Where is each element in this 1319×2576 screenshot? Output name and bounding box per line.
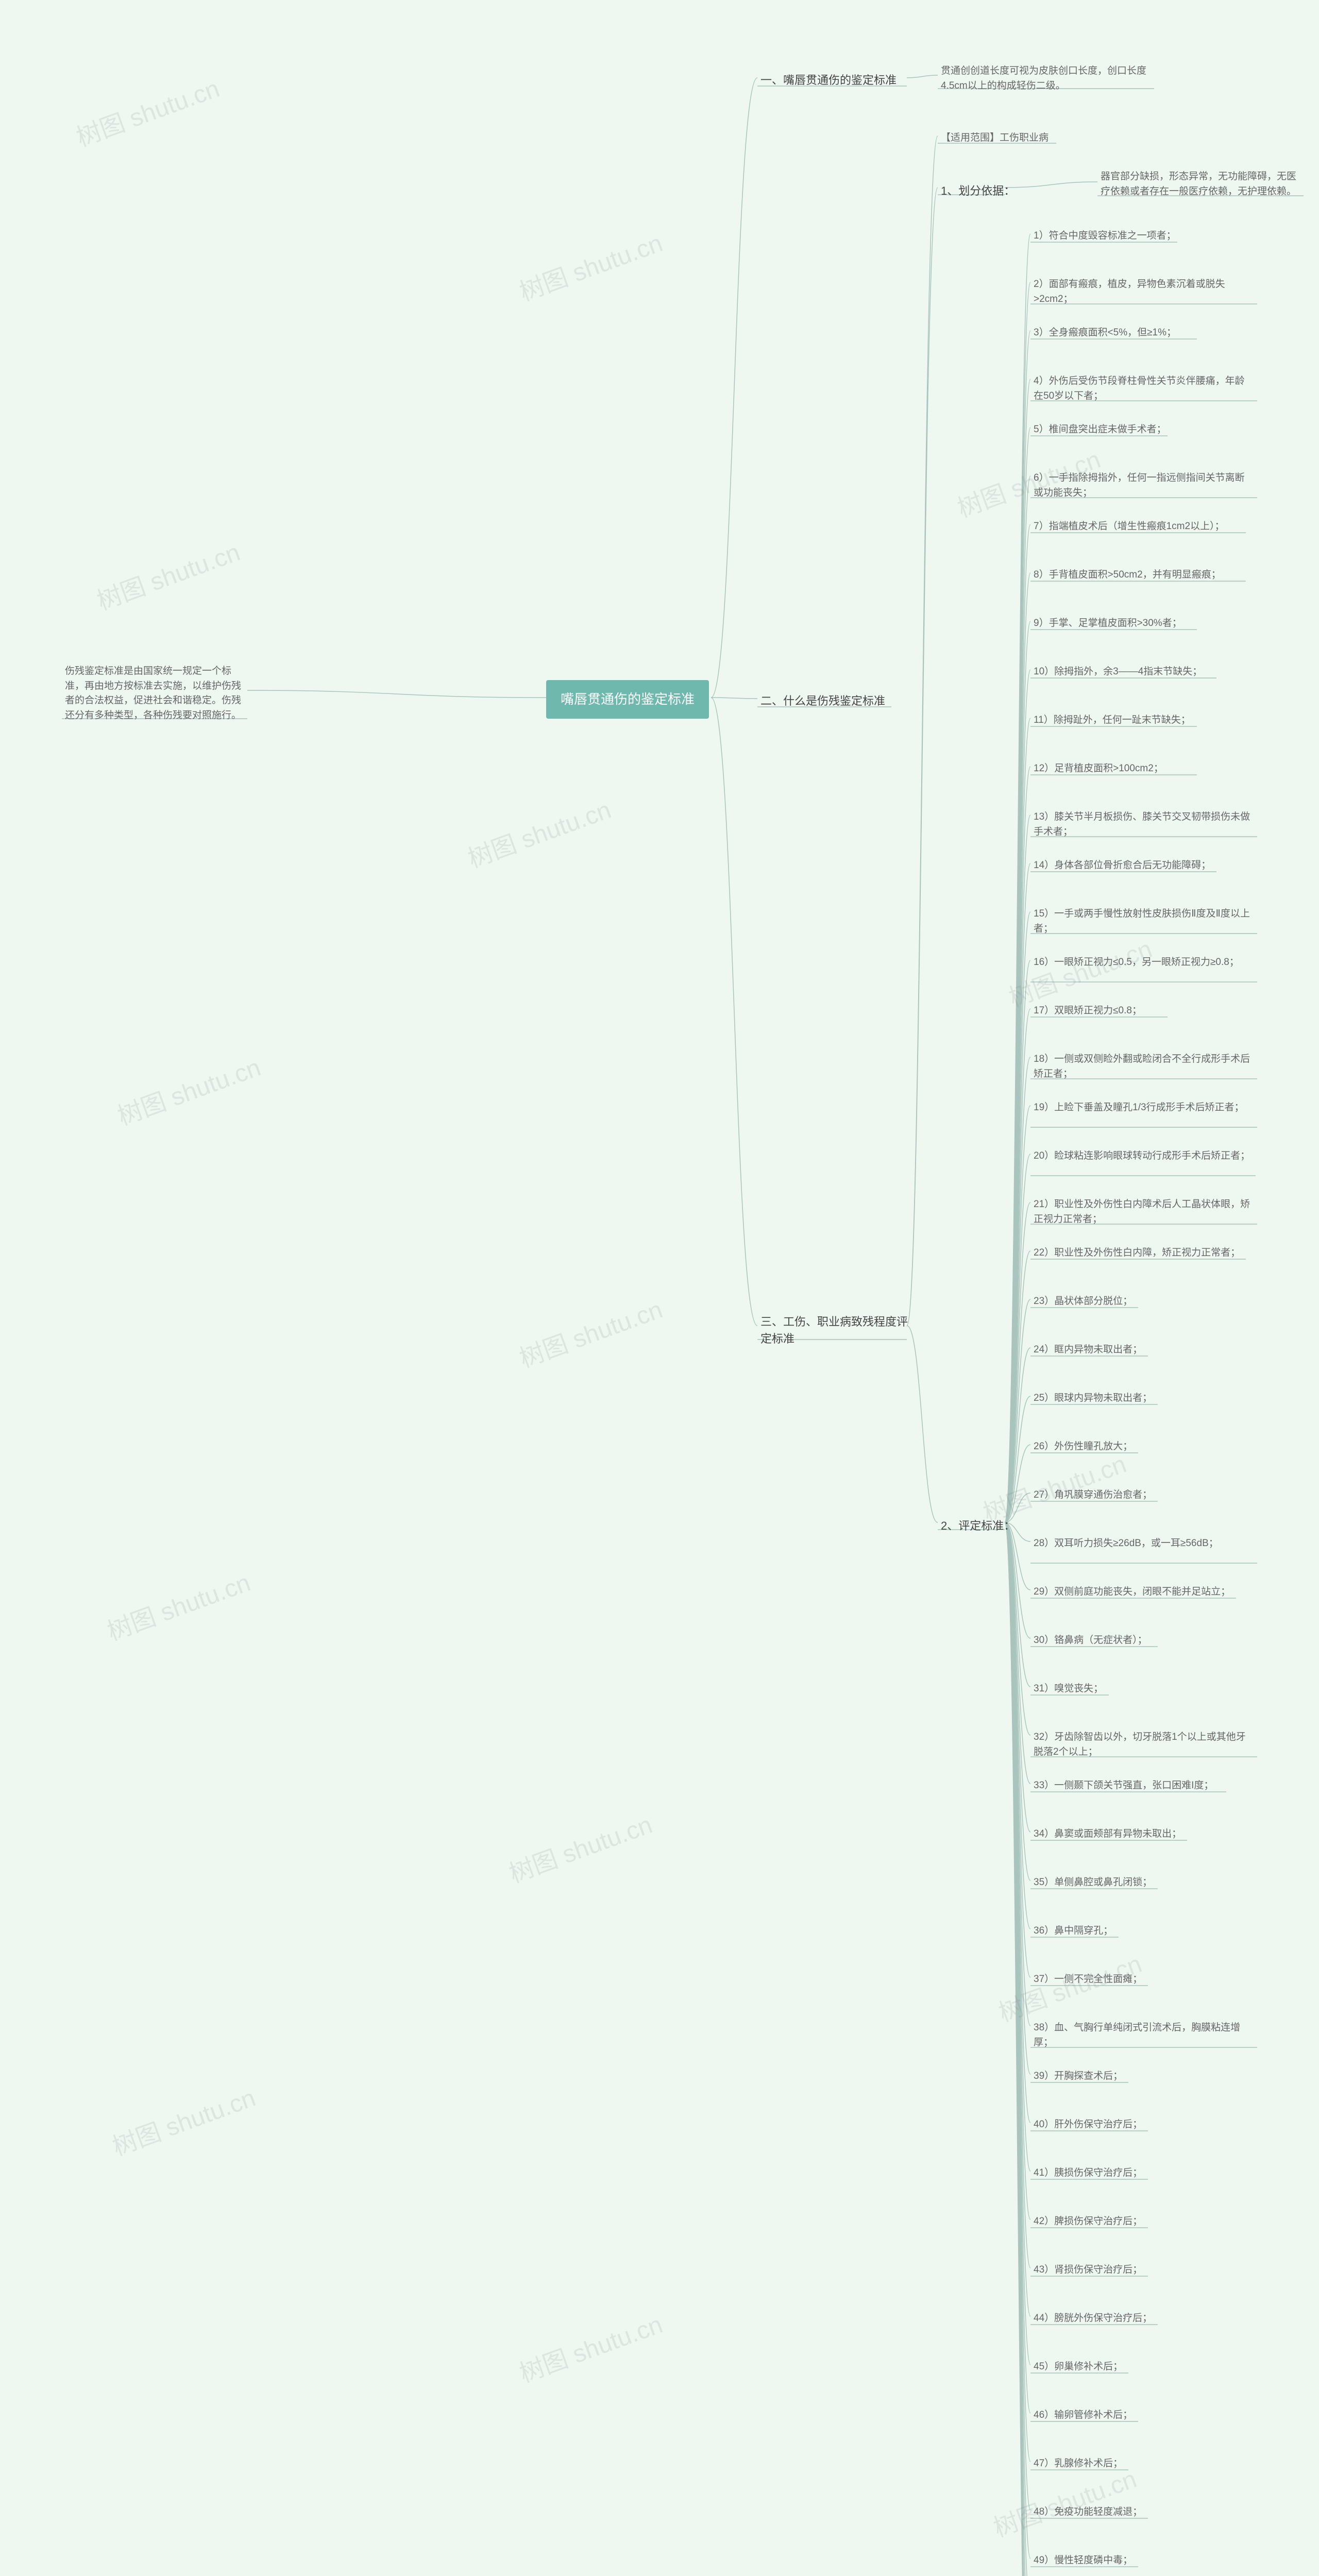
criteria-item-13: 13）膝关节半月板损伤、膝关节交叉韧带损伤未做手术者；: [1030, 808, 1257, 841]
criteria-item-6: 6）一手指除拇指外，任何一指远侧指间关节离断或功能丧失；: [1030, 469, 1257, 502]
criteria-item-46: 46）输卵管修补术后；: [1030, 2406, 1136, 2425]
criteria-item-23: 23）晶状体部分脱位；: [1030, 1292, 1136, 1311]
watermark: 树图 shutu.cn: [514, 2304, 667, 2389]
criteria-item-39: 39）开胸探查术后；: [1030, 2067, 1126, 2086]
criteria-item-5: 5）椎间盘突出症未做手术者；: [1030, 420, 1170, 439]
criteria-item-7: 7）指端植皮术后（增生性瘢痕1cm2以上）；: [1030, 517, 1228, 536]
criteria-item-31: 31）嗅觉丧失；: [1030, 1680, 1106, 1699]
criteria-item-29: 29）双侧前庭功能丧失，闭眼不能并足站立；: [1030, 1583, 1233, 1602]
criteria-item-33: 33）一侧颞下颌关节强直，张口困难I度；: [1030, 1776, 1216, 1795]
criteria-item-37: 37）一侧不完全性面瘫；: [1030, 1970, 1145, 1989]
criteria-item-19: 19）上睑下垂盖及瞳孔1/3行成形手术后矫正者；: [1030, 1098, 1247, 1117]
criteria-item-43: 43）肾损伤保守治疗后；: [1030, 2261, 1145, 2280]
criteria-item-20: 20）睑球粘连影响眼球转动行成形手术后矫正者；: [1030, 1147, 1253, 1166]
criteria-item-49: 49）慢性轻度磷中毒；: [1030, 2551, 1136, 2570]
criteria-item-35: 35）单侧鼻腔或鼻孔闭锁；: [1030, 1873, 1155, 1892]
branch-1: 一、嘴唇贯通伤的鉴定标准: [757, 70, 900, 91]
watermark: 树图 shutu.cn: [107, 2077, 260, 2162]
watermark: 树图 shutu.cn: [91, 532, 244, 617]
criteria-item-34: 34）鼻窦或面颊部有异物未取出；: [1030, 1825, 1185, 1844]
criteria-item-21: 21）职业性及外伤性白内障术后人工晶状体眼，矫正视力正常者；: [1030, 1195, 1257, 1229]
branch-3: 三、工伤、职业病致残程度评定标准: [757, 1311, 912, 1349]
criteria-item-15: 15）一手或两手慢性放射性皮肤损伤Ⅱ度及Ⅱ度以上者；: [1030, 905, 1257, 938]
criteria-item-48: 48）免疫功能轻度减退；: [1030, 2503, 1145, 2522]
watermark: 树图 shutu.cn: [462, 789, 615, 874]
left-note: 伤残鉴定标准是由国家统一规定一个标准，再由地方按标准去实施，以维护伤残者的合法权…: [62, 662, 247, 725]
criteria-item-41: 41）胰损伤保守治疗后；: [1030, 2164, 1145, 2183]
criteria-item-28: 28）双耳听力损失≥26dB，或一耳≥56dB；: [1030, 1534, 1222, 1553]
criteria-item-22: 22）职业性及外伤性白内障，矫正视力正常者；: [1030, 1244, 1243, 1263]
criteria-item-47: 47）乳腺修补术后；: [1030, 2454, 1126, 2473]
criteria-item-24: 24）眶内异物未取出者；: [1030, 1341, 1145, 1360]
criteria-item-11: 11）除拇趾外，任何一趾末节缺失；: [1030, 711, 1194, 730]
section3-scope: 【适用范围】工伤职业病: [938, 129, 1052, 148]
watermark: 树图 shutu.cn: [102, 1562, 255, 1647]
criteria-item-4: 4）外伤后受伤节段脊柱骨性关节炎伴腰痛，年龄在50岁以下者；: [1030, 372, 1257, 405]
criteria-item-16: 16）一眼矫正视力≤0.5，另一眼矫正视力≥0.8；: [1030, 953, 1242, 972]
watermark: 树图 shutu.cn: [514, 1289, 667, 1374]
criteria-item-36: 36）鼻中隔穿孔；: [1030, 1922, 1116, 1941]
criteria-item-25: 25）眼球内异物未取出者；: [1030, 1389, 1155, 1408]
criteria-item-1: 1）符合中度毁容标准之一项者；: [1030, 227, 1179, 246]
root-node: 嘴唇贯通伤的鉴定标准: [546, 680, 709, 719]
criteria-item-2: 2）面部有瘢痕，植皮，异物色素沉着或脱失>2cm2；: [1030, 275, 1257, 309]
section3-sub2: 2、评定标准：: [938, 1515, 1018, 1536]
criteria-item-40: 40）肝外伤保守治疗后；: [1030, 2115, 1145, 2134]
criteria-item-14: 14）身体各部位骨折愈合后无功能障碍；: [1030, 856, 1214, 875]
criteria-item-8: 8）手背植皮面积>50cm2，并有明显瘢痕；: [1030, 566, 1224, 585]
watermark: 树图 shutu.cn: [514, 223, 667, 308]
section3-sub1-note: 器官部分缺损，形态异常，无功能障碍，无医疗依赖或者存在一般医疗依赖，无护理依赖。: [1097, 167, 1304, 201]
branch-2: 二、什么是伤残鉴定标准: [757, 690, 888, 711]
criteria-item-10: 10）除拇指外，余3——4指末节缺失；: [1030, 663, 1205, 682]
section3-sub1: 1、划分依据：: [938, 180, 1018, 201]
criteria-item-32: 32）牙齿除智齿以外，切牙脱落1个以上或其他牙脱落2个以上；: [1030, 1728, 1257, 1761]
criteria-item-18: 18）一侧或双侧睑外翻或睑闭合不全行成形手术后矫正者；: [1030, 1050, 1257, 1083]
criteria-item-42: 42）脾损伤保守治疗后；: [1030, 2212, 1145, 2231]
branch-1-leaf: 贯通创创道长度可视为皮肤创口长度，创口长度4.5cm以上的构成轻伤二级。: [938, 62, 1154, 95]
criteria-item-44: 44）膀胱外伤保守治疗后；: [1030, 2309, 1155, 2328]
criteria-item-12: 12）足背植皮面积>100cm2；: [1030, 759, 1166, 778]
criteria-item-45: 45）卵巢修补术后；: [1030, 2358, 1126, 2377]
watermark: 树图 shutu.cn: [112, 1047, 265, 1132]
watermark: 树图 shutu.cn: [71, 68, 224, 153]
criteria-item-9: 9）手掌、足掌植皮面积>30%者；: [1030, 614, 1185, 633]
watermark: 树图 shutu.cn: [503, 1804, 656, 1889]
criteria-item-26: 26）外伤性瞳孔放大；: [1030, 1437, 1136, 1456]
criteria-item-3: 3）全身瘢痕面积<5%，但≥1%；: [1030, 324, 1179, 343]
criteria-item-27: 27）角巩膜穿通伤治愈者；: [1030, 1486, 1155, 1505]
criteria-item-38: 38）血、气胸行单纯闭式引流术后，胸膜粘连增厚；: [1030, 2019, 1257, 2052]
criteria-item-30: 30）铬鼻病（无症状者）；: [1030, 1631, 1151, 1650]
criteria-item-17: 17）双眼矫正视力≤0.8；: [1030, 1002, 1145, 1021]
